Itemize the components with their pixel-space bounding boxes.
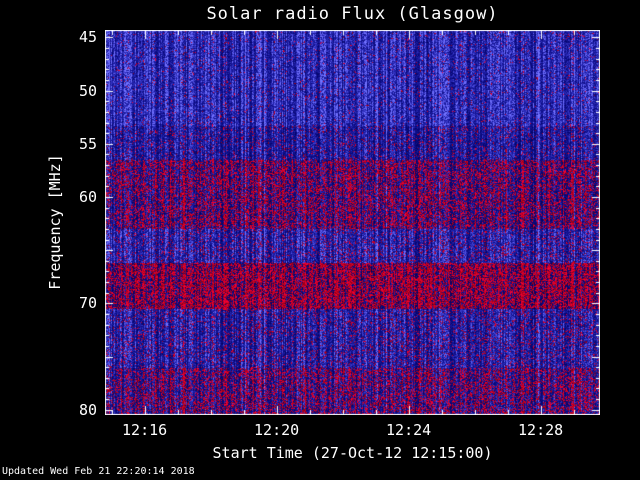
y-tick-label: 60 [78,187,97,206]
y-axis-title: Frequency [MHz] [46,154,64,290]
x-tick-label: 12:28 [518,421,564,439]
y-tick-label: 50 [78,81,97,100]
y-tick-label: 45 [78,28,97,47]
y-tick-label: 70 [78,294,97,313]
x-axis-title: Start Time (27-Oct-12 12:15:00) [212,444,493,462]
x-tick-label: 12:20 [254,421,300,439]
y-tick-label: 80 [78,400,97,419]
chart-title: Solar radio Flux (Glasgow) [206,4,499,24]
x-tick-label: 12:16 [122,421,168,439]
y-tick-label: 55 [78,134,97,153]
updated-timestamp: Updated Wed Feb 21 22:20:14 2018 [2,466,195,477]
spectrogram-canvas [105,30,600,415]
x-tick-label: 12:24 [386,421,432,439]
